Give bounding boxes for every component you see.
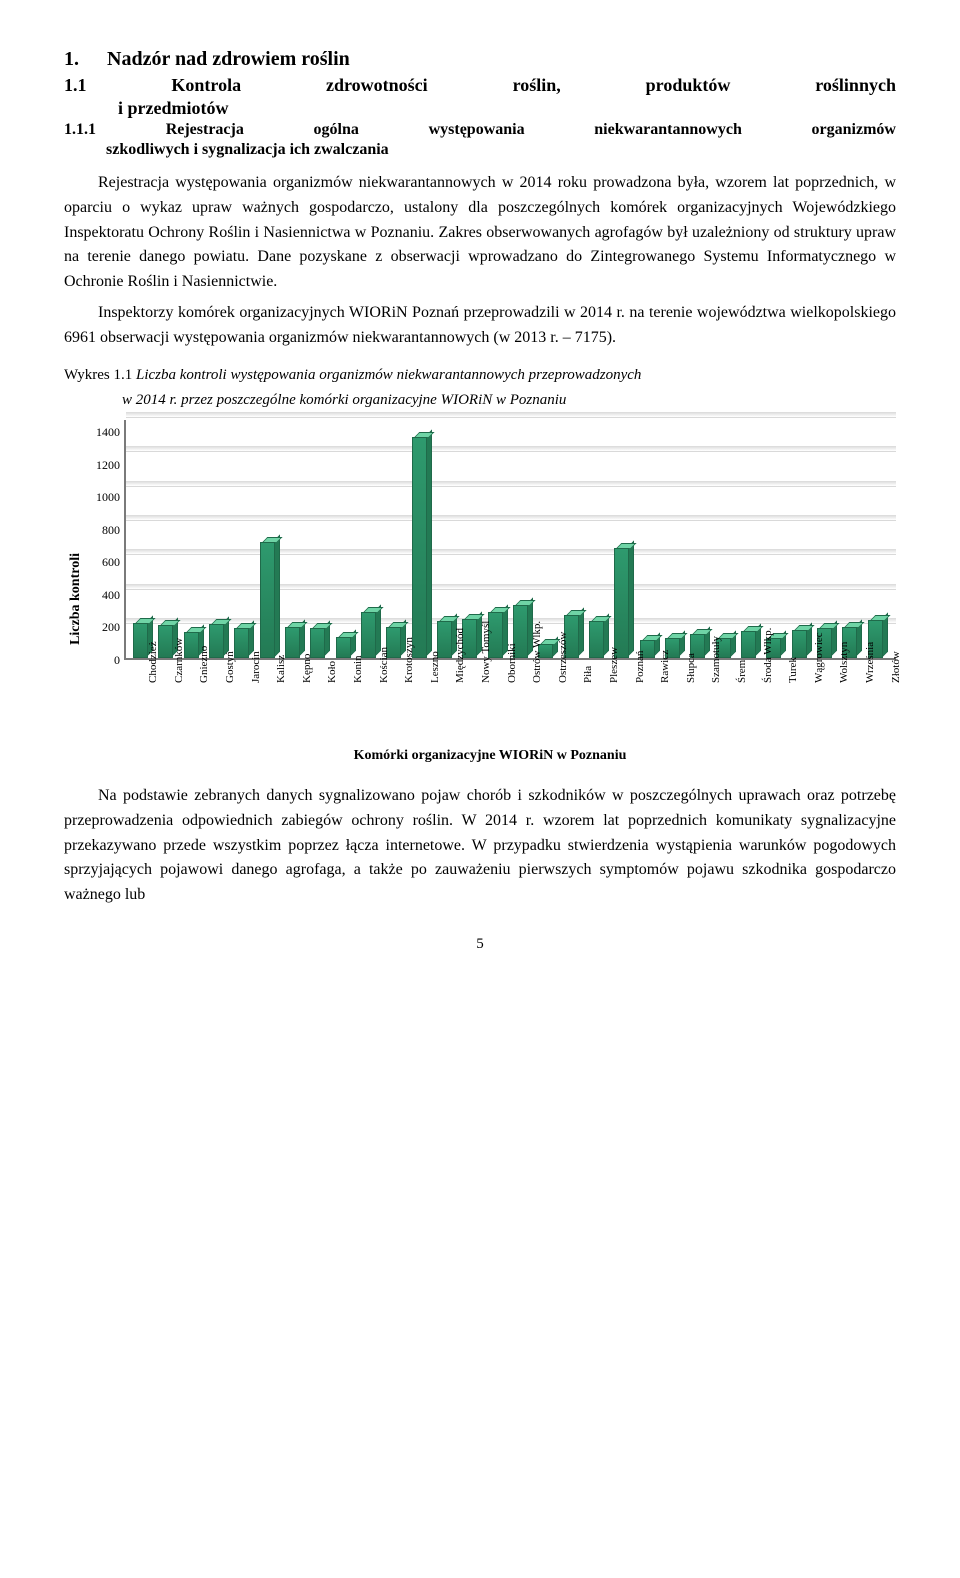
y-tick: 200 xyxy=(84,621,120,633)
paragraph-3: Na podstawie zebranych danych sygnalizow… xyxy=(64,784,896,908)
section-number: 1. xyxy=(64,48,79,71)
subsection-word: roślin, xyxy=(513,75,561,96)
plot-area xyxy=(124,420,896,660)
subsection-word: Kontrola xyxy=(171,75,241,96)
bars-container xyxy=(126,420,890,658)
page-number: 5 xyxy=(64,936,896,953)
y-tick: 400 xyxy=(84,589,120,601)
section-title: Nadzór nad zdrowiem roślin xyxy=(107,48,350,71)
subsection-number: 1.1 xyxy=(64,75,87,96)
x-tick-label: Złotów xyxy=(889,668,960,683)
subsubsection-cont: szkodliwych i sygnalizacja ich zwalczani… xyxy=(106,141,896,159)
subsubsection-word: niekwarantannowych xyxy=(594,121,742,139)
x-axis-labels: ChodzieżCzarnkówGnieznoGostyńJarocinKali… xyxy=(84,660,896,744)
subsubsection-word: organizmów xyxy=(812,121,896,139)
figure-caption-text: Liczba kontroli występowania organizmów … xyxy=(136,367,641,383)
y-axis-label: Liczba kontroli xyxy=(64,553,84,645)
y-tick: 800 xyxy=(84,524,120,536)
paragraph-1: Rejestracja występowania organizmów niek… xyxy=(64,171,896,295)
figure-caption-cont: w 2014 r. przez poszczególne komórki org… xyxy=(122,390,896,412)
subsubsection-word: występowania xyxy=(429,121,525,139)
paragraph-2: Inspektorzy komórek organizacyjnych WIOR… xyxy=(64,301,896,351)
y-axis-ticks: 0200400600800100012001400 xyxy=(84,420,124,660)
subsection-heading: 1.1 Kontrola zdrowotności roślin, produk… xyxy=(64,75,896,96)
figure-caption: Wykres 1.1 Liczba kontroli występowania … xyxy=(64,365,896,387)
y-tick: 1400 xyxy=(84,426,120,438)
subsubsection-word: ogólna xyxy=(314,121,359,139)
subsection-cont: i przedmiotów xyxy=(118,98,896,119)
subsubsection-word: Rejestracja xyxy=(166,121,244,139)
figure-caption-prefix: Wykres 1.1 xyxy=(64,367,132,383)
bar-chart: Liczba kontroli 0 200 400 600 800 1000 1200 140… xyxy=(64,420,896,778)
x-axis-title: Komórki organizacyjne WIORiN w Poznaniu xyxy=(84,748,896,764)
subsection-word: roślinnych xyxy=(815,75,896,96)
y-tick: 1000 xyxy=(84,491,120,503)
subsubsection-heading: 1.1.1 Rejestracja ogólna występowania ni… xyxy=(64,121,896,139)
y-tick: 0 xyxy=(84,654,120,666)
y-tick: 600 xyxy=(84,556,120,568)
subsection-word: zdrowotności xyxy=(326,75,428,96)
section-heading: 1. Nadzór nad zdrowiem roślin xyxy=(64,48,896,71)
subsubsection-number: 1.1.1 xyxy=(64,121,96,139)
y-tick: 1200 xyxy=(84,459,120,471)
subsection-word: produktów xyxy=(646,75,731,96)
